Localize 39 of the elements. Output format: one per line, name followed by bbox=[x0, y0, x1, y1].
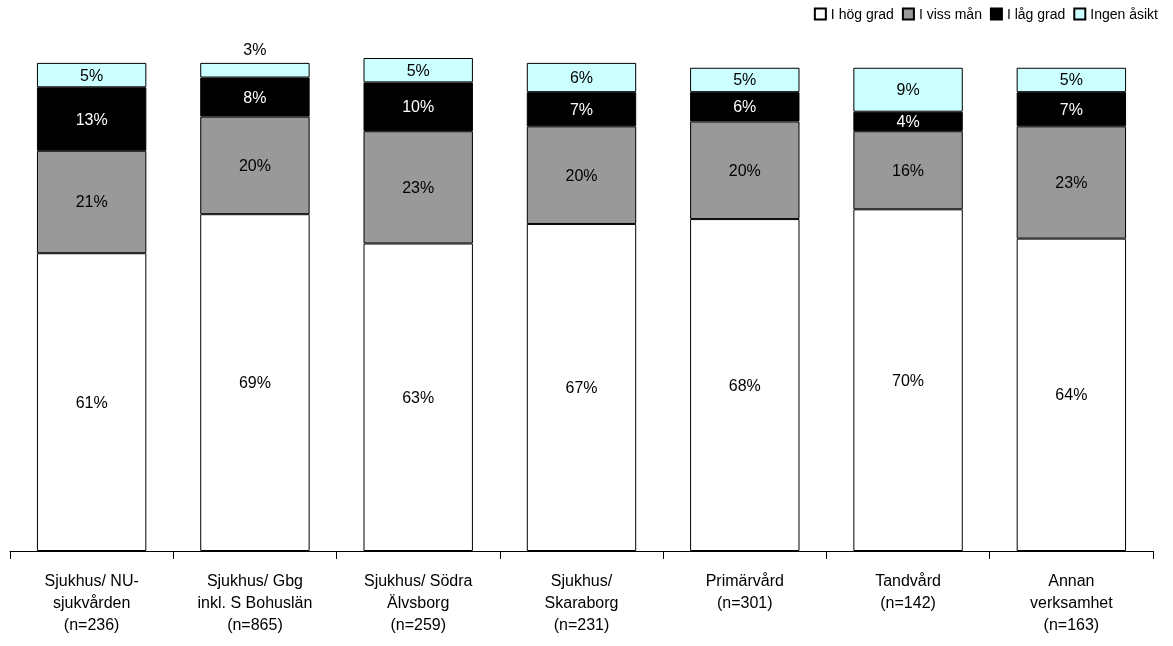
data-label: 16% bbox=[892, 161, 925, 179]
data-label: 6% bbox=[569, 69, 594, 87]
data-label: 13% bbox=[75, 110, 108, 128]
data-label: 70% bbox=[892, 371, 925, 389]
data-label: 63% bbox=[402, 388, 435, 406]
x-tick-label: Primärvård (n=301) bbox=[705, 571, 784, 611]
x-tick-label: Tandvård (n=142) bbox=[875, 571, 941, 611]
legend-label: I viss mån bbox=[918, 6, 982, 22]
x-tick-label: Annan verksamhet (n=163) bbox=[1030, 571, 1114, 633]
data-label: 5% bbox=[733, 71, 757, 89]
x-tick-label: Sjukhus/ Södra Älvsborg (n=259) bbox=[363, 571, 473, 633]
data-label: 4% bbox=[896, 112, 920, 130]
data-label: 6% bbox=[733, 98, 757, 116]
legend-label: I hög grad bbox=[830, 6, 894, 22]
data-label: 61% bbox=[75, 393, 108, 411]
data-label: 67% bbox=[565, 378, 598, 396]
data-label: 7% bbox=[569, 100, 594, 118]
data-label: 8% bbox=[243, 88, 267, 106]
data-label: 20% bbox=[565, 166, 598, 184]
data-label: 20% bbox=[238, 156, 271, 174]
data-label: 5% bbox=[1059, 71, 1083, 89]
data-label: 10% bbox=[402, 98, 435, 116]
data-label: 9% bbox=[896, 81, 920, 99]
legend-label: I låg grad bbox=[1006, 6, 1066, 22]
x-tick-label: Sjukhus/ Skaraborg (n=231) bbox=[544, 571, 619, 633]
legend-label: Ingen åsikt bbox=[1090, 6, 1159, 22]
data-label: 64% bbox=[1055, 386, 1088, 404]
data-label: 21% bbox=[75, 193, 108, 211]
x-tick-label: Sjukhus/ Gbg inkl. S Bohuslän (n=865) bbox=[197, 571, 313, 633]
data-label: 5% bbox=[80, 66, 104, 84]
x-tick-label: Sjukhus/ NU- sjukvården (n=236) bbox=[44, 571, 139, 633]
data-label: 20% bbox=[728, 161, 761, 179]
data-label: 3% bbox=[243, 41, 267, 59]
data-label: 7% bbox=[1059, 100, 1083, 118]
data-label: 5% bbox=[406, 61, 430, 79]
data-label: 69% bbox=[238, 374, 271, 392]
data-label: 23% bbox=[1055, 173, 1088, 191]
data-label: 68% bbox=[728, 376, 761, 394]
data-label: 23% bbox=[402, 178, 435, 196]
